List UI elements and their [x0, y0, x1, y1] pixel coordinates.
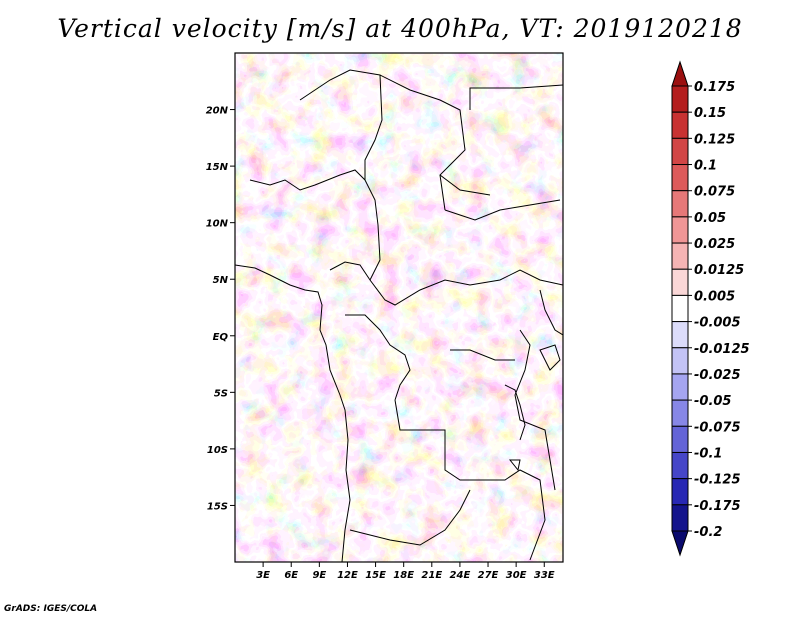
- lon-tick-label: 30E: [506, 570, 527, 581]
- colorbar: 0.175 0.15 0.125 0.1 0.075 0.05 0.025 0.0125 0.0…: [671, 60, 750, 557]
- lon-tick-label: 21E: [421, 570, 442, 581]
- colorbar-segment: [671, 268, 689, 296]
- colorbar-segment: [671, 451, 689, 480]
- colorbar-segment: [671, 347, 689, 375]
- country-borders: [235, 69, 563, 562]
- colorbar-segment: [671, 373, 689, 401]
- colorbar-label: 0.15: [694, 106, 726, 121]
- colorbar-segment: [671, 111, 689, 139]
- colorbar-segment: [671, 504, 689, 532]
- colorbar-segment: [671, 216, 689, 244]
- colorbar-label: 0.025: [694, 237, 735, 252]
- colorbar-label: -0.175: [694, 499, 741, 514]
- velocity-field: [235, 53, 563, 562]
- colorbar-segment: [671, 85, 689, 113]
- latitude-ticks: 20N 15N 10N 5N EQ 5S 10S 15S: [206, 106, 235, 512]
- lon-tick-label: 15E: [365, 570, 386, 581]
- colorbar-label: 0.125: [694, 132, 735, 147]
- lon-tick-label: 12E: [337, 570, 358, 581]
- lon-tick-label: 3E: [256, 570, 270, 581]
- longitude-ticks: 3E 6E 9E 12E 15E 18E 21E 24E 27E 30E 33E: [256, 562, 555, 581]
- colorbar-segment: [671, 530, 689, 557]
- lat-tick-label: 5N: [213, 275, 229, 286]
- lat-tick-label: 5S: [214, 388, 228, 399]
- lon-tick-label: 33E: [534, 570, 555, 581]
- lon-tick-label: 24E: [450, 570, 471, 581]
- colorbar-segment: [671, 164, 689, 192]
- lat-tick-label: 10N: [206, 219, 229, 230]
- colorbar-label: 0.005: [694, 289, 735, 304]
- colorbar-segment: [671, 60, 689, 87]
- lon-tick-label: 6E: [284, 570, 298, 581]
- colorbar-label: -0.025: [694, 368, 741, 383]
- colorbar-label: 0.175: [694, 80, 735, 95]
- credit-text: GrADS: IGES/COLA: [4, 604, 98, 614]
- lon-tick-label: 18E: [393, 570, 414, 581]
- plot-frame: [234, 52, 564, 563]
- map-figure: 20N 15N 10N 5N EQ 5S 10S 15S 3E 6E 9E 12E 15E 18E 21E…: [206, 52, 750, 581]
- colorbar-segment: [671, 242, 689, 270]
- colorbar-segment: [671, 321, 689, 349]
- colorbar-segment: [671, 478, 689, 506]
- colorbar-segment: [671, 190, 689, 218]
- lat-tick-label: 15S: [207, 501, 228, 512]
- lat-tick-label: 15N: [206, 162, 229, 173]
- colorbar-label: 0.0125: [694, 263, 744, 278]
- colorbar-label: 0.075: [694, 185, 735, 200]
- lon-tick-label: 9E: [312, 570, 326, 581]
- colorbar-label: -0.1: [694, 446, 722, 461]
- colorbar-label: -0.005: [694, 316, 741, 331]
- lon-tick-label: 27E: [478, 570, 499, 581]
- colorbar-label: -0.075: [694, 420, 741, 435]
- lat-tick-label: 20N: [206, 106, 229, 117]
- colorbar-label: -0.2: [694, 525, 722, 540]
- colorbar-label: -0.125: [694, 473, 741, 488]
- lat-tick-label: 10S: [207, 445, 228, 456]
- colorbar-segment: [671, 137, 689, 166]
- colorbar-label: -0.0125: [694, 342, 750, 357]
- colorbar-label: -0.05: [694, 394, 731, 409]
- lat-tick-label: EQ: [213, 332, 229, 343]
- colorbar-segment: [671, 425, 689, 453]
- colorbar-segment: [671, 294, 689, 323]
- map-title: Vertical velocity [m/s] at 400hPa, VT: 2…: [57, 14, 743, 43]
- colorbar-label: 0.1: [694, 159, 717, 174]
- colorbar-segment: [671, 399, 689, 427]
- colorbar-label: 0.05: [694, 211, 726, 226]
